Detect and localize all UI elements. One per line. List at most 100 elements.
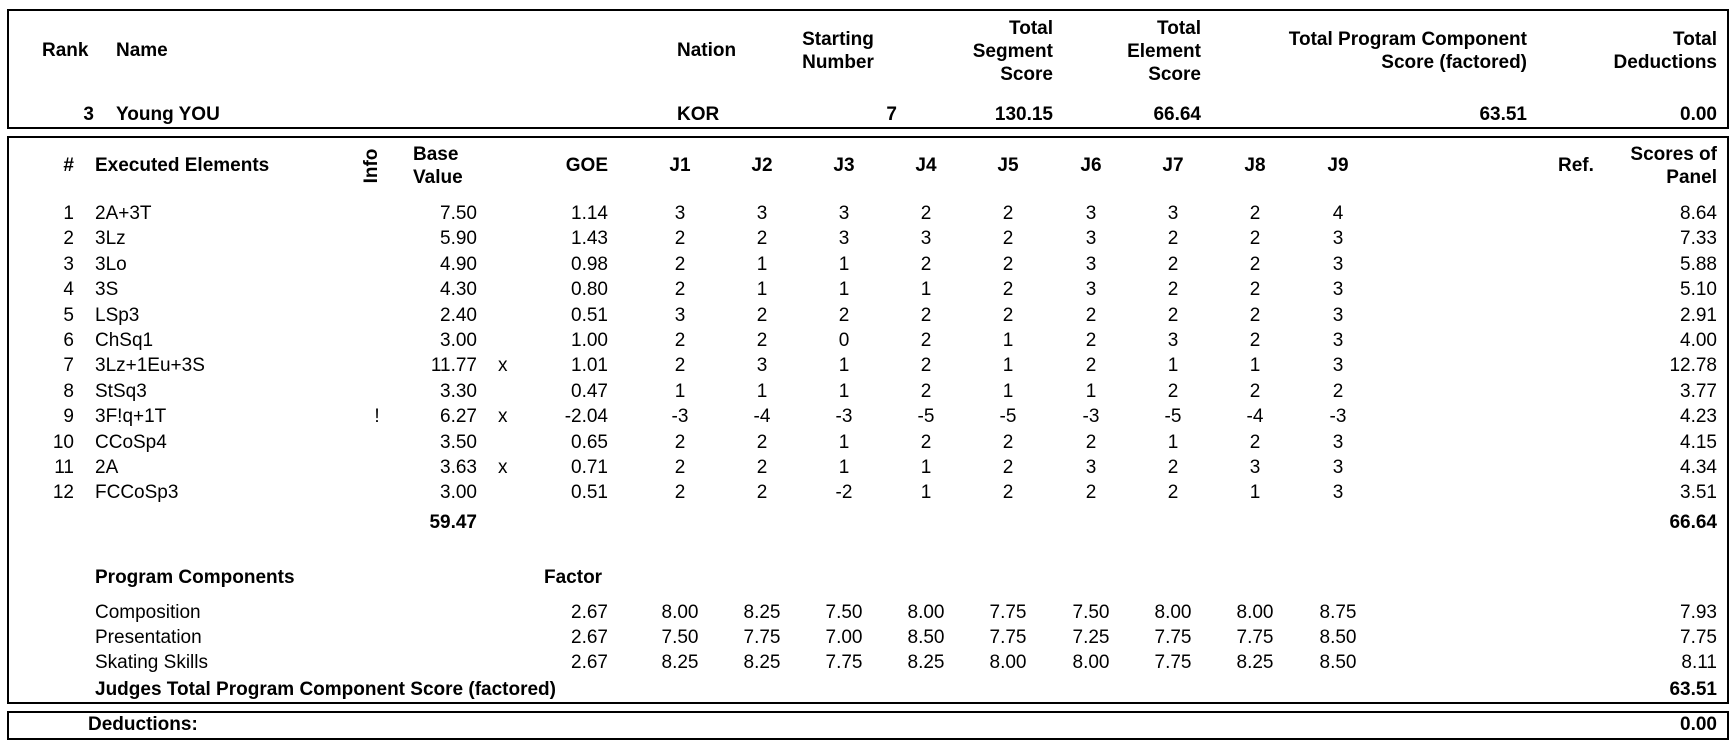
element-judge-5-score: 2	[1002, 482, 1014, 503]
element-base-value: 6.27	[440, 406, 477, 427]
judge-header-1: J1	[669, 155, 691, 176]
base-value-total: 59.47	[429, 512, 477, 533]
skater-starting-number: 7	[886, 104, 897, 125]
element-judge-7-score: 3	[1167, 203, 1179, 224]
element-number: 11	[54, 457, 74, 478]
element-judge-8-score: 2	[1249, 279, 1261, 300]
element-judge-8-score: 2	[1249, 203, 1261, 224]
total-element-score-header: Total Element Score	[1127, 18, 1201, 85]
element-judge-9-score: 2	[1332, 381, 1344, 402]
element-judge-9-score: 3	[1332, 457, 1344, 478]
score-detail-box	[7, 136, 1729, 704]
base-value-header: Base Value	[413, 144, 463, 188]
num-header: #	[63, 155, 74, 176]
element-judge-1-score: 2	[674, 432, 686, 453]
component-name: Presentation	[95, 627, 202, 648]
element-panel-score: 4.34	[1680, 457, 1717, 478]
judge-header-8: J8	[1244, 155, 1266, 176]
element-judge-6-score: 3	[1085, 279, 1097, 300]
element-judge-9-score: 3	[1332, 279, 1344, 300]
component-judge-4-score: 8.00	[907, 602, 945, 623]
component-factor: 2.67	[571, 602, 608, 623]
element-judge-3-score: 2	[838, 305, 850, 326]
element-code: ChSq1	[95, 330, 154, 351]
element-goe: 0.71	[571, 457, 608, 478]
element-number: 8	[63, 381, 74, 402]
component-factor: 2.67	[571, 652, 608, 673]
element-judge-4-score: 1	[920, 482, 932, 503]
element-late-bonus-mark: x	[498, 355, 508, 376]
element-base-value: 3.00	[440, 330, 477, 351]
element-judge-4-score: 2	[920, 381, 932, 402]
element-judge-5-score: 2	[1002, 228, 1014, 249]
element-judge-1-score: 3	[674, 203, 686, 224]
element-judge-5-score: 2	[1002, 432, 1014, 453]
element-goe: 0.98	[571, 254, 608, 275]
element-code: CCoSp4	[95, 432, 167, 453]
element-code: 3S	[95, 279, 119, 300]
element-judge-5-score: 1	[1002, 381, 1014, 402]
deductions-value: 0.00	[1680, 714, 1717, 735]
element-judge-5-score: 1	[1002, 330, 1014, 351]
element-judge-4-score: -5	[917, 406, 935, 427]
element-judge-8-score: 1	[1249, 355, 1261, 376]
element-judge-8-score: -4	[1246, 406, 1264, 427]
component-panel-score: 8.11	[1681, 652, 1717, 673]
goe-header: GOE	[565, 155, 608, 176]
skater-nation: KOR	[677, 104, 720, 125]
element-judge-6-score: 3	[1085, 254, 1097, 275]
element-judge-6-score: 2	[1085, 355, 1097, 376]
element-judge-9-score: -3	[1329, 406, 1347, 427]
element-judge-7-score: 2	[1167, 228, 1179, 249]
element-goe: 1.01	[571, 355, 608, 376]
element-judge-3-score: 1	[838, 381, 850, 402]
element-judge-8-score: 1	[1249, 482, 1261, 503]
element-panel-score: 5.10	[1680, 279, 1717, 300]
component-factor: 2.67	[571, 627, 608, 648]
component-judge-9-score: 8.50	[1319, 627, 1357, 648]
element-code: 3Lz	[95, 228, 126, 249]
element-judge-1-score: -3	[671, 406, 689, 427]
element-judge-6-score: 2	[1085, 305, 1097, 326]
component-panel-score: 7.93	[1680, 602, 1717, 623]
element-judge-7-score: 2	[1167, 305, 1179, 326]
skater-rank: 3	[83, 104, 94, 125]
element-panel-score: 12.78	[1669, 355, 1717, 376]
element-judge-3-score: 1	[838, 254, 850, 275]
component-judge-4-score: 8.25	[907, 652, 945, 673]
skater-name: Young YOU	[116, 104, 220, 125]
element-number: 7	[63, 355, 74, 376]
component-judge-7-score: 7.75	[1154, 652, 1192, 673]
starting-number-header: Starting Number	[802, 29, 874, 73]
element-code: 3Lz+1Eu+3S	[95, 355, 205, 376]
element-judge-4-score: 2	[920, 355, 932, 376]
element-code: 3F!q+1T	[95, 406, 167, 427]
element-judge-2-score: 2	[756, 457, 768, 478]
element-judge-3-score: -2	[835, 482, 853, 503]
element-goe: 1.43	[571, 228, 608, 249]
element-panel-score: 8.64	[1680, 203, 1717, 224]
element-base-value: 3.63	[440, 457, 477, 478]
element-judge-6-score: -3	[1082, 406, 1100, 427]
element-judge-9-score: 3	[1332, 432, 1344, 453]
component-judge-2-score: 7.75	[743, 627, 781, 648]
element-base-value: 2.40	[440, 305, 477, 326]
element-judge-2-score: 2	[756, 482, 768, 503]
element-judge-6-score: 2	[1085, 482, 1097, 503]
element-judge-5-score: 1	[1002, 355, 1014, 376]
component-judge-8-score: 8.00	[1236, 602, 1274, 623]
program-components-title: Program Components	[95, 567, 295, 588]
element-judge-8-score: 2	[1249, 305, 1261, 326]
element-judge-3-score: 1	[838, 355, 850, 376]
element-panel-score: 4.00	[1680, 330, 1717, 351]
element-judge-3-score: 3	[838, 203, 850, 224]
element-number: 1	[63, 203, 74, 224]
element-late-bonus-mark: x	[498, 406, 508, 427]
element-judge-9-score: 3	[1332, 355, 1344, 376]
executed-elements-header: Executed Elements	[95, 155, 270, 176]
component-judge-6-score: 7.25	[1072, 627, 1110, 648]
element-judge-6-score: 2	[1085, 432, 1097, 453]
element-judge-7-score: 2	[1167, 254, 1179, 275]
scores-of-panel-total: 66.64	[1669, 512, 1717, 533]
component-panel-score: 7.75	[1680, 627, 1717, 648]
